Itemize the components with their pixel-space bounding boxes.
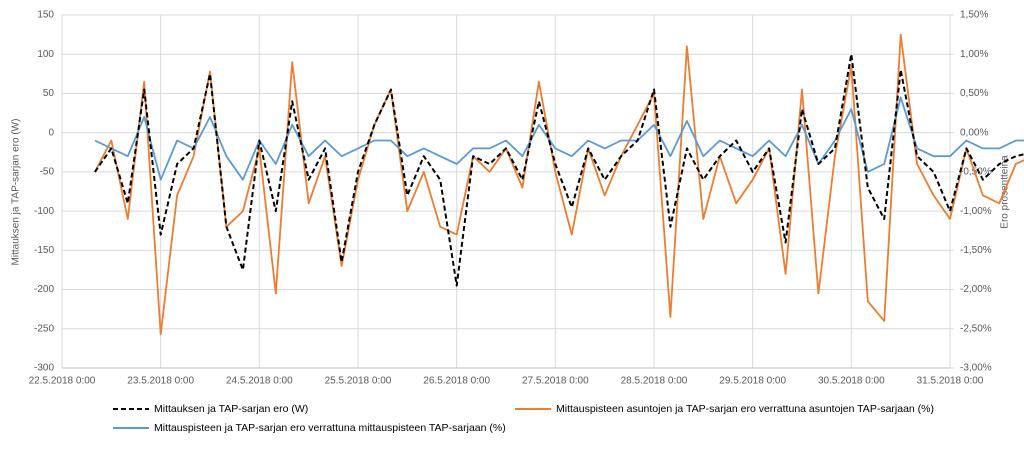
y-axis-label: Mittauksen ja TAP-sarjan ero (W) <box>11 119 22 266</box>
series-line <box>94 96 1024 181</box>
x-tick-label: 23.5.2018 0:00 <box>127 376 194 387</box>
y-tick-label: -150 <box>34 245 54 256</box>
y2-tick-label: -1,00% <box>960 206 992 217</box>
y-tick-label: -50 <box>40 167 55 178</box>
y2-tick-label: -0,50% <box>960 167 992 178</box>
y-tick-label: 50 <box>43 88 55 99</box>
y2-tick-label: -2,50% <box>960 323 992 334</box>
y-tick-label: 0 <box>48 127 54 138</box>
y2-tick-label: -1,50% <box>960 245 992 256</box>
x-tick-label: 22.5.2018 0:00 <box>29 376 96 387</box>
x-tick-label: 24.5.2018 0:00 <box>226 376 293 387</box>
y2-tick-label: -2,00% <box>960 284 992 295</box>
y-tick-label: 150 <box>37 10 54 21</box>
y2-tick-label: -3,00% <box>960 363 992 374</box>
x-tick-label: 25.5.2018 0:00 <box>325 376 392 387</box>
y-tick-label: 100 <box>37 49 54 60</box>
y-tick-label: -100 <box>34 206 54 217</box>
x-tick-label: 29.5.2018 0:00 <box>719 376 786 387</box>
x-tick-label: 27.5.2018 0:00 <box>522 376 589 387</box>
x-tick-label: 30.5.2018 0:00 <box>818 376 885 387</box>
y2-tick-label: 1,00% <box>960 49 988 60</box>
x-tick-label: 26.5.2018 0:00 <box>423 376 490 387</box>
legend-label: Mittauspisteen asuntojen ja TAP-sarjan e… <box>556 403 934 415</box>
legend-label: Mittauspisteen ja TAP-sarjan ero verratt… <box>154 422 506 434</box>
y-tick-label: -250 <box>34 323 54 334</box>
y2-tick-label: 0,00% <box>960 127 988 138</box>
y2-axis-label: Ero prosentteina <box>1000 155 1011 229</box>
x-tick-label: 28.5.2018 0:00 <box>621 376 688 387</box>
series-line <box>94 53 1024 287</box>
y2-tick-label: 0,50% <box>960 88 988 99</box>
x-tick-label: 31.5.2018 0:00 <box>917 376 984 387</box>
y-tick-label: -200 <box>34 284 54 295</box>
y2-tick-label: 1,50% <box>960 10 988 21</box>
legend-label: Mittauksen ja TAP-sarjan ero (W) <box>154 403 308 415</box>
y-tick-label: -300 <box>34 363 54 374</box>
series-line <box>94 33 1024 336</box>
